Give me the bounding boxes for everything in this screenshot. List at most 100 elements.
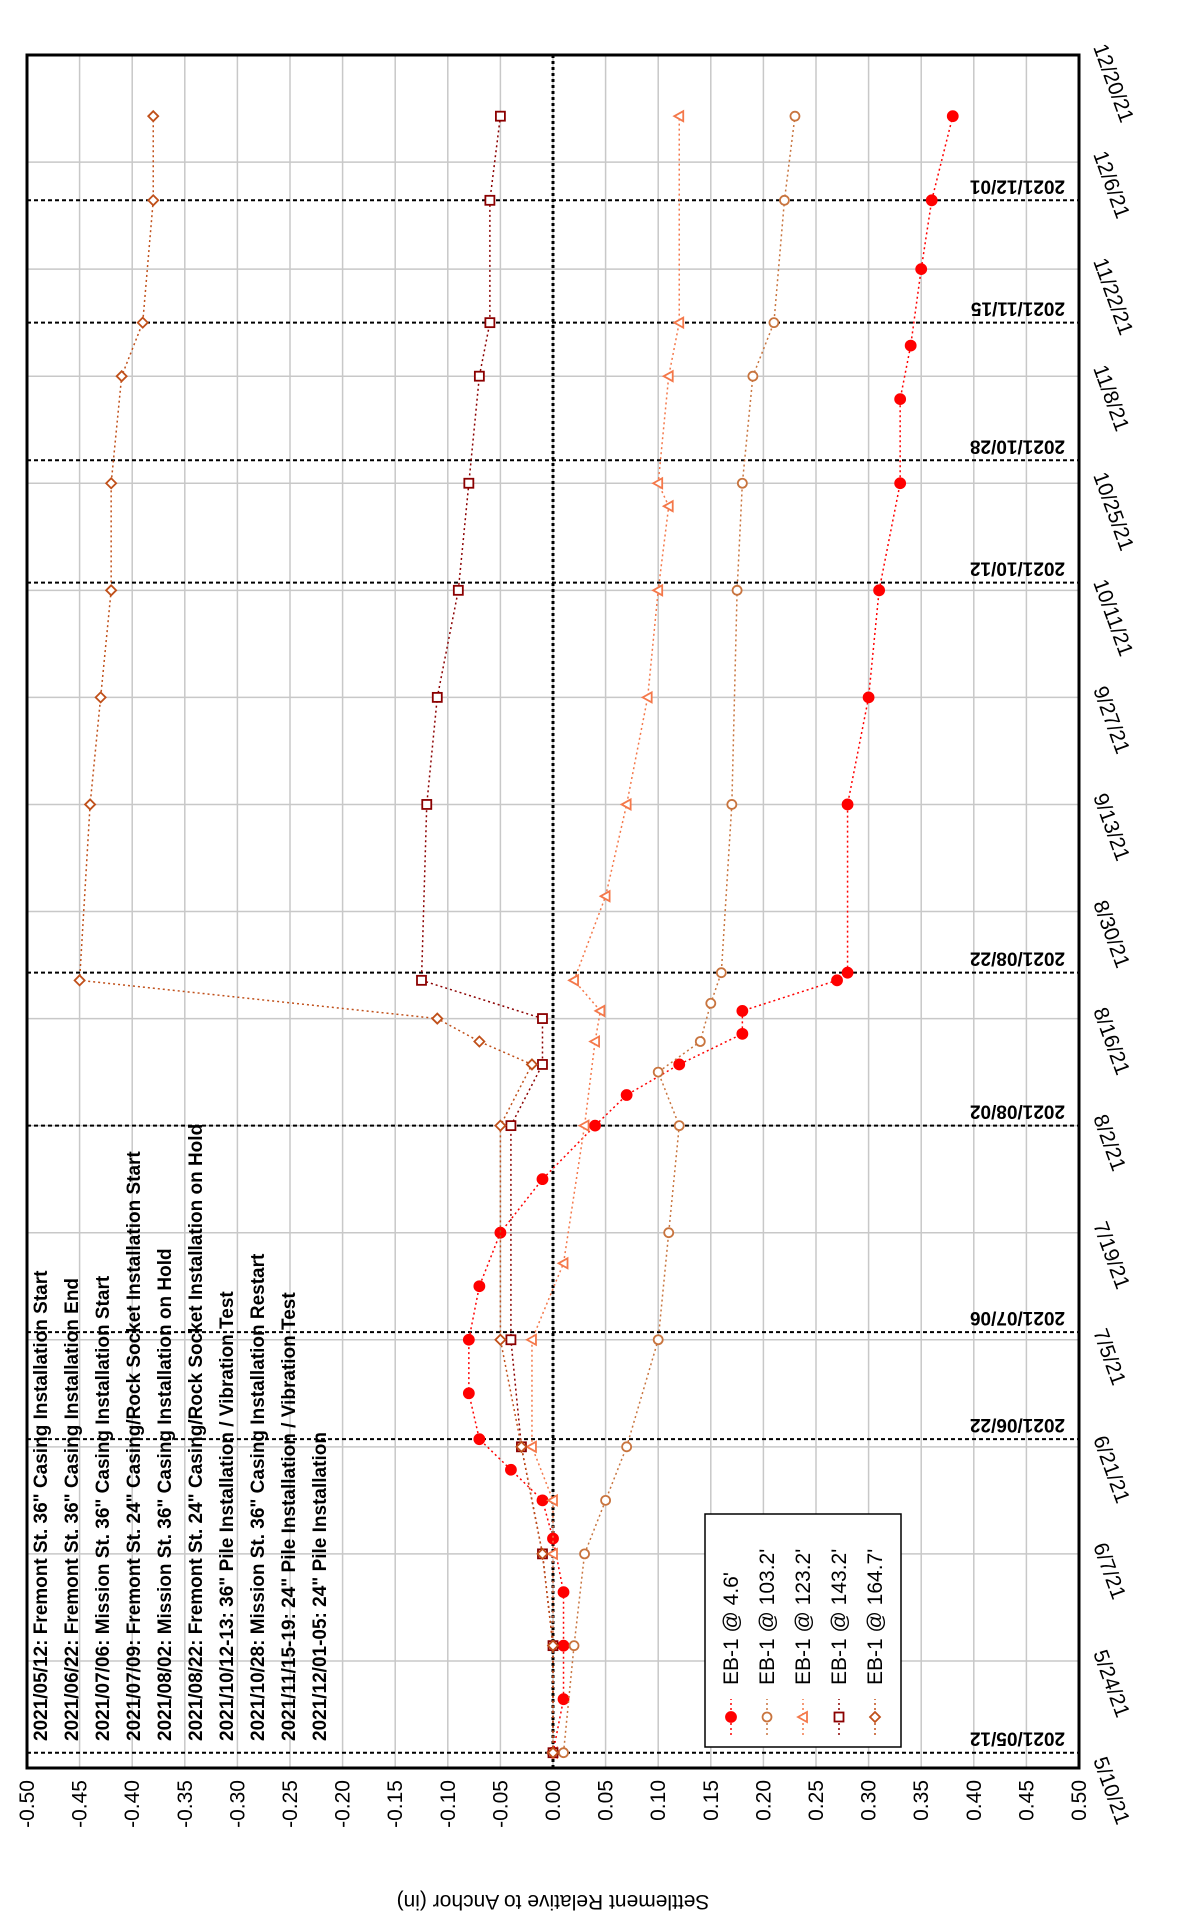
x-tick-label: 7/19/21 — [1088, 1219, 1134, 1293]
point — [505, 1334, 517, 1346]
point — [104, 584, 118, 597]
point — [694, 1036, 706, 1047]
chart-frame: -0.50 -0.45 -0.40 -0.35 -0.30 -0.25 -0.20 -0.15… — [16, 41, 1138, 1913]
x-tick-label: 10/11/21 — [1088, 576, 1137, 659]
event-label: 2021/07/06 — [970, 1307, 1065, 1328]
point — [484, 317, 496, 329]
legend-box — [704, 1513, 902, 1748]
point — [557, 1586, 570, 1599]
point — [421, 799, 433, 810]
x-tick-label: 11/8/21 — [1088, 362, 1133, 434]
point — [547, 1532, 559, 1545]
point — [525, 1333, 537, 1347]
point — [104, 476, 118, 490]
point — [525, 1440, 537, 1454]
point — [672, 316, 685, 330]
point — [452, 584, 464, 596]
point — [546, 1639, 560, 1652]
y-tick-label: -0.40 — [121, 1780, 144, 1828]
y-tick-label: 0.05 — [595, 1780, 618, 1821]
point — [416, 974, 427, 986]
point — [673, 1120, 685, 1132]
legend-label: EB-1 @ 4.6' — [720, 1572, 743, 1685]
point — [736, 1005, 749, 1017]
point — [473, 1035, 486, 1048]
annotation: 2021/05/12: Fremont St. 36" Casing Insta… — [31, 1270, 52, 1741]
point — [715, 967, 727, 979]
y-tick-label: 0.30 — [858, 1780, 881, 1821]
point — [705, 997, 717, 1009]
point — [663, 1227, 675, 1239]
point — [83, 798, 97, 811]
point — [672, 109, 685, 123]
point — [862, 691, 875, 704]
x-tick-label: 7/5/21 — [1088, 1326, 1130, 1389]
point — [537, 1059, 548, 1070]
point — [736, 1027, 749, 1040]
point — [494, 1119, 507, 1132]
event-label: 2021/12/01 — [969, 175, 1065, 196]
point — [651, 476, 664, 490]
y-tick-label: 0.35 — [910, 1780, 933, 1821]
legend-marker — [725, 1711, 737, 1723]
point — [598, 889, 611, 903]
point — [747, 370, 759, 382]
legend-label: EB-1 @ 123.2' — [792, 1549, 815, 1685]
annotation: 2021/06/22: Fremont St. 36" Casing Insta… — [62, 1278, 83, 1741]
y-tick-label: -0.05 — [489, 1780, 512, 1828]
x-tick-label: 9/27/21 — [1088, 683, 1134, 757]
annotation: 2021/11/15-19: 24" Pile Installation / V… — [279, 1292, 300, 1741]
x-tick-label: 8/16/21 — [1088, 1004, 1134, 1078]
x-tick-label: 9/13/21 — [1088, 790, 1134, 864]
legend-label: EB-1 @ 103.2' — [756, 1549, 779, 1685]
point — [925, 194, 938, 207]
point — [673, 1058, 686, 1071]
x-tick-label: 6/7/21 — [1088, 1540, 1130, 1603]
event-label: 2021/06/22 — [970, 1414, 1065, 1435]
x-tick-label: 5/24/21 — [1088, 1647, 1134, 1721]
event-label: 2021/08/02 — [970, 1101, 1065, 1122]
y-tick-label: -0.30 — [226, 1780, 249, 1828]
point — [484, 194, 496, 206]
y-tick-label: -0.50 — [16, 1780, 39, 1828]
series-line — [562, 116, 796, 1753]
point — [579, 1548, 590, 1560]
point — [473, 1433, 486, 1446]
point — [431, 691, 443, 703]
point — [577, 1119, 590, 1133]
series-line — [78, 116, 554, 1753]
annotation: 2021/08/22: Fremont St. 24" Casing/Rock … — [186, 1124, 207, 1741]
y-tick-label: -0.25 — [279, 1780, 302, 1828]
event-label: 2021/08/22 — [970, 948, 1065, 969]
x-tick-label: 12/6/21 — [1088, 148, 1134, 222]
point — [505, 1120, 517, 1132]
event-label: 2021/11/15 — [971, 298, 1065, 319]
point — [146, 194, 160, 207]
point — [640, 690, 653, 704]
y-tick-label: 0.00 — [542, 1780, 565, 1821]
point — [462, 1387, 475, 1400]
point — [567, 973, 579, 987]
point — [494, 1226, 507, 1239]
point — [841, 966, 854, 979]
point — [620, 1089, 633, 1101]
point — [779, 194, 790, 206]
annotation: 2021/10/12-13: 36" Pile Installation / V… — [217, 1291, 238, 1741]
x-tick-label: 11/22/21 — [1088, 255, 1137, 338]
point — [894, 477, 907, 490]
point — [557, 1639, 570, 1652]
point — [841, 798, 854, 811]
point — [589, 1119, 601, 1132]
point — [546, 1547, 558, 1561]
point — [558, 1747, 569, 1759]
x-tick-label: 10/25/21 — [1088, 469, 1138, 554]
point — [494, 110, 506, 122]
x-tick-label: 12/20/21 — [1088, 41, 1138, 126]
y-tick-label: 0.10 — [647, 1780, 670, 1821]
x-tick-label: 6/21/21 — [1088, 1433, 1134, 1507]
legend-marker — [833, 1711, 845, 1723]
point — [431, 1012, 444, 1025]
y-tick-label: 0.25 — [805, 1780, 828, 1821]
point — [652, 1334, 664, 1346]
